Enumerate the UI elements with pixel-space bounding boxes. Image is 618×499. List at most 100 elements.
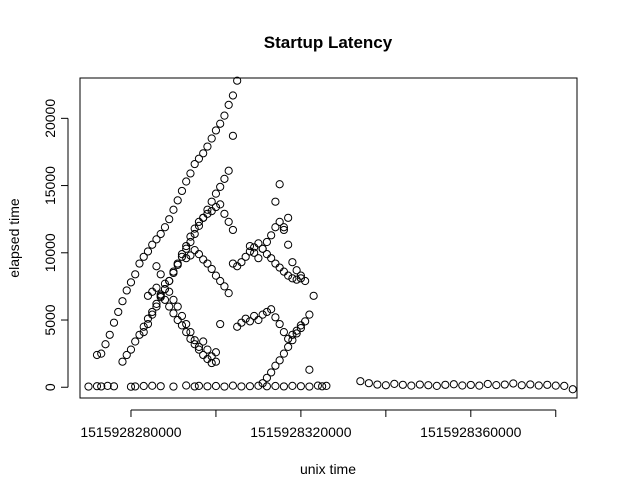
data-point	[203, 209, 212, 218]
data-point	[224, 289, 233, 298]
data-point	[534, 381, 543, 390]
x-tick-label: 1515928360000	[420, 424, 521, 440]
data-point	[190, 340, 199, 349]
data-point	[398, 380, 407, 389]
data-point	[203, 345, 212, 354]
data-point	[156, 229, 165, 239]
data-point	[275, 180, 284, 189]
data-point	[271, 313, 280, 322]
data-point	[186, 232, 195, 241]
data-point	[233, 322, 242, 331]
data-point	[322, 381, 331, 390]
data-point	[173, 302, 182, 311]
data-point	[509, 379, 518, 388]
data-point	[271, 361, 280, 370]
y-tick-label: 20000	[42, 99, 58, 138]
data-point	[296, 323, 305, 333]
data-point	[148, 307, 157, 317]
y-tick-label: 15000	[42, 166, 58, 205]
data-point	[475, 381, 484, 390]
data-point	[199, 213, 208, 222]
data-point	[224, 217, 233, 226]
data-point	[275, 263, 284, 272]
data-point	[568, 385, 577, 394]
data-point	[165, 287, 174, 296]
data-point	[483, 379, 492, 389]
data-point	[245, 382, 255, 391]
data-point	[254, 239, 263, 248]
chart-title: Startup Latency	[264, 33, 393, 52]
data-point	[449, 380, 458, 389]
data-point	[165, 302, 174, 311]
data-point	[135, 330, 144, 339]
data-point	[220, 382, 229, 391]
data-point	[284, 334, 293, 343]
data-point	[169, 267, 178, 276]
data-point	[160, 279, 170, 288]
data-point	[228, 225, 238, 235]
data-point	[258, 310, 267, 319]
data-point	[267, 231, 276, 240]
data-point	[296, 271, 305, 280]
data-point	[220, 282, 229, 291]
data-point	[262, 307, 272, 317]
data-point	[500, 380, 509, 389]
data-point	[156, 293, 165, 302]
data-point	[305, 365, 314, 374]
data-point	[194, 221, 204, 230]
data-point	[279, 225, 288, 235]
data-point	[182, 328, 191, 337]
data-point	[203, 259, 212, 268]
data-point	[118, 357, 127, 366]
data-point	[177, 311, 187, 321]
data-point	[190, 224, 199, 233]
data-point	[258, 244, 267, 253]
data-point	[143, 247, 153, 256]
data-point	[92, 382, 102, 391]
data-point	[292, 275, 301, 284]
data-point	[237, 258, 246, 267]
data-point	[194, 381, 204, 390]
data-point	[254, 315, 263, 325]
data-point	[126, 382, 136, 391]
data-point	[211, 189, 221, 198]
data-point	[190, 246, 199, 255]
data-point	[301, 276, 310, 286]
data-point	[160, 295, 170, 304]
data-point	[224, 100, 233, 109]
data-point	[122, 350, 131, 360]
data-point	[224, 166, 233, 175]
data-point	[139, 322, 148, 331]
data-point	[173, 196, 182, 205]
data-point	[364, 379, 373, 388]
data-point	[381, 381, 390, 390]
x-axis-label: unix time	[300, 461, 356, 477]
data-point	[271, 223, 280, 232]
data-point	[466, 380, 475, 390]
data-point	[126, 278, 136, 287]
data-point	[237, 382, 246, 391]
data-point	[309, 291, 318, 300]
data-point	[275, 319, 284, 329]
data-point	[131, 337, 140, 346]
data-point	[279, 382, 288, 391]
data-point	[279, 349, 288, 358]
data-point	[194, 154, 204, 163]
x-tick-label: 1515928320000	[250, 424, 351, 440]
data-point	[169, 205, 178, 214]
data-point	[373, 380, 382, 389]
data-point	[160, 223, 170, 232]
data-point	[211, 271, 221, 280]
data-point	[182, 319, 191, 329]
data-point	[220, 174, 229, 183]
data-point	[207, 197, 216, 206]
data-point	[441, 380, 450, 389]
data-point	[275, 356, 284, 365]
data-point	[160, 284, 170, 294]
y-axis: 0 5000 10000 15000 20000	[42, 99, 69, 391]
data-point	[199, 149, 208, 158]
data-point	[296, 382, 305, 391]
data-point	[267, 368, 276, 377]
data-point	[165, 215, 174, 224]
